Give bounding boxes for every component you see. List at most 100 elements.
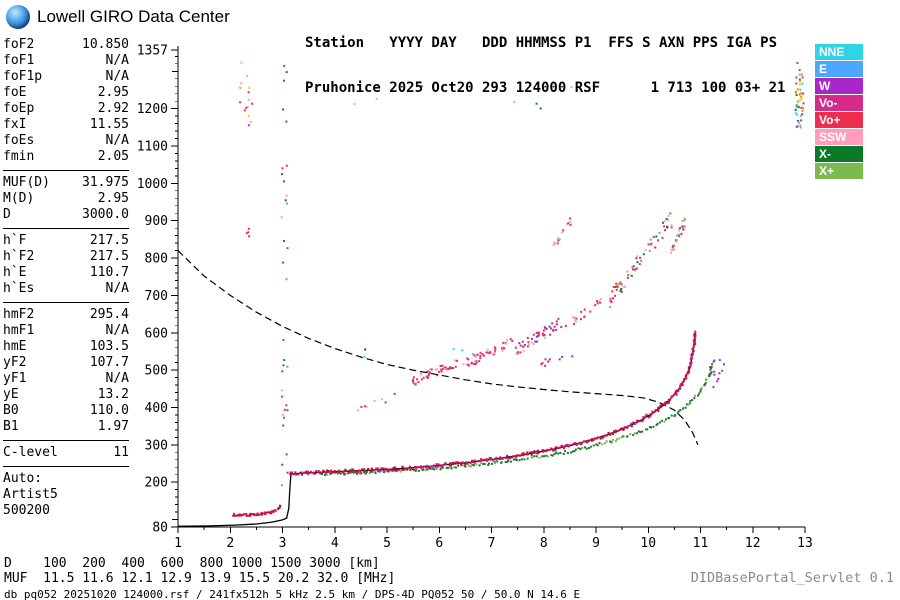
param-row-md: M(D) 2.95 — [3, 191, 129, 207]
svg-text:1: 1 — [174, 536, 182, 551]
param-label: yF2 — [3, 355, 27, 370]
param-row-he: h`E 110.7 — [3, 265, 129, 281]
svg-text:200: 200 — [145, 476, 168, 491]
param-row-fof1p: foF1p N/A — [3, 69, 129, 85]
legend-item-ssw: SSW — [815, 129, 863, 145]
legend-item-xminus: X- — [815, 146, 863, 162]
param-label: hmE — [3, 339, 27, 354]
legend-item-w: W — [815, 78, 863, 94]
param-row-hf2: h`F2 217.5 — [3, 249, 129, 265]
param-label: 500200 — [3, 503, 50, 518]
param-value: 3000.0 — [82, 207, 129, 222]
svg-text:11: 11 — [693, 536, 709, 551]
param-value: 2.95 — [97, 191, 129, 206]
svg-text:10: 10 — [640, 536, 656, 551]
param-label: foE — [3, 85, 27, 100]
measurement-info-line: db pq052 20251020 124000.rsf / 241fx512h… — [4, 588, 581, 600]
param-label: fmin — [3, 149, 35, 164]
param-value: 11.55 — [89, 117, 129, 132]
param-value: 13.2 — [97, 387, 129, 402]
param-label: MUF(D) — [3, 175, 50, 190]
param-label: B0 — [3, 403, 19, 418]
param-label: hmF1 — [3, 323, 35, 338]
param-label: foF1p — [3, 69, 43, 84]
legend-item-voplus: Vo+ — [815, 112, 863, 128]
noise-echo-points — [238, 61, 805, 487]
param-group: MUF(D) 31.975 M(D) 2.95 D 3000.0 — [3, 170, 129, 223]
param-value: 103.5 — [89, 339, 129, 354]
param-row-b1: B1 1.97 — [3, 419, 129, 435]
param-value: 217.5 — [89, 249, 129, 264]
param-label: B1 — [3, 419, 19, 434]
param-label: foEp — [3, 101, 35, 116]
parameter-panel: foF2 10.850 foF1 N/A foF1p N/A foE 2.95 foEp 2.92… — [3, 37, 129, 519]
param-row-fof2: foF2 10.850 — [3, 37, 129, 53]
svg-text:4: 4 — [331, 536, 339, 551]
param-label: h`Es — [3, 281, 35, 296]
legend-item-vominus: Vo- — [815, 95, 863, 111]
param-value: N/A — [105, 133, 129, 148]
param-label: foEs — [3, 133, 35, 148]
param-label: foF2 — [3, 37, 35, 52]
param-value: 2.05 — [97, 149, 129, 164]
param-value: 31.975 — [82, 175, 129, 190]
svg-text:1200: 1200 — [137, 102, 168, 117]
x-trace-points — [319, 363, 714, 476]
svg-text:900: 900 — [145, 214, 168, 229]
svg-text:3: 3 — [279, 536, 287, 551]
param-label: h`F — [3, 233, 27, 248]
param-label: h`E — [3, 265, 27, 280]
param-row-yf1: yF1 N/A — [3, 371, 129, 387]
param-value: 217.5 — [89, 233, 129, 248]
svg-text:1357: 1357 — [137, 44, 168, 59]
param-value: 110.7 — [89, 265, 129, 280]
svg-text:7: 7 — [488, 536, 496, 551]
svg-text:5: 5 — [383, 536, 391, 551]
param-value: 107.7 — [89, 355, 129, 370]
muf-transmission-curve — [177, 250, 699, 446]
svg-text:1100: 1100 — [137, 139, 168, 154]
param-label: h`F2 — [3, 249, 35, 264]
svg-text:80: 80 — [152, 521, 168, 536]
param-row-d: D 3000.0 — [3, 207, 129, 223]
param-value: 11 — [113, 445, 129, 460]
param-label: fxI — [3, 117, 27, 132]
chart-axes: 8020030040050060070080090010001100120013… — [137, 44, 813, 552]
param-label: foF1 — [3, 53, 35, 68]
param-value: N/A — [105, 323, 129, 338]
brand-title: Lowell GIRO Data Center — [37, 7, 230, 26]
param-label: C-level — [3, 445, 58, 460]
param-value: N/A — [105, 69, 129, 84]
svg-text:6: 6 — [435, 536, 443, 551]
legend-item-xplus: X+ — [815, 163, 863, 179]
param-group: hmF2 295.4 hmF1 N/A hmE 103.5 yF2 107.7 yF1 N/A yE… — [3, 302, 129, 435]
svg-text:2: 2 — [226, 536, 234, 551]
param-row-mufd: MUF(D) 31.975 — [3, 175, 129, 191]
legend-item-e: E — [815, 61, 863, 77]
svg-text:1000: 1000 — [137, 177, 168, 192]
param-row-yf2: yF2 107.7 — [3, 355, 129, 371]
param-row-500200: 500200 — [3, 503, 129, 519]
param-row-artist5: Artist5 — [3, 487, 129, 503]
svg-text:12: 12 — [745, 536, 761, 551]
param-value: 1.97 — [97, 419, 129, 434]
brand: Lowell GIRO Data Center — [6, 5, 230, 29]
svg-text:600: 600 — [145, 326, 168, 341]
param-value: N/A — [105, 371, 129, 386]
polarization-legend: NNE E W Vo- Vo+ SSW X- X+ — [815, 44, 863, 180]
servlet-version: DIDBasePortal_Servlet 0.1 — [690, 570, 894, 586]
param-value: N/A — [105, 53, 129, 68]
svg-text:300: 300 — [145, 438, 168, 453]
svg-text:8: 8 — [540, 536, 548, 551]
param-row-hme: hmE 103.5 — [3, 339, 129, 355]
param-value: 2.92 — [97, 101, 129, 116]
station-header-columns: Station YYYY DAY DDD HHMMSS P1 FFS S AXN… — [305, 35, 778, 51]
param-value: 10.850 — [82, 37, 129, 52]
svg-text:700: 700 — [145, 289, 168, 304]
param-row-fmin: fmin 2.05 — [3, 149, 129, 165]
svg-text:9: 9 — [592, 536, 600, 551]
param-row-foep: foEp 2.92 — [3, 101, 129, 117]
param-label: Auto: — [3, 471, 43, 486]
svg-text:13: 13 — [797, 536, 813, 551]
